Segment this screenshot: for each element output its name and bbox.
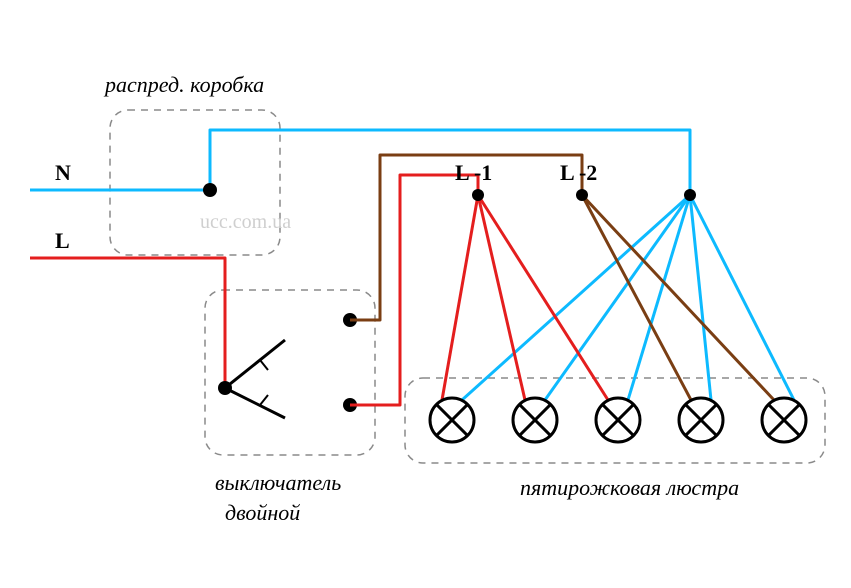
switch-tick-2 [260, 395, 268, 405]
l-label: L [55, 228, 70, 253]
wire-l-to-switch [178, 258, 225, 388]
wiring-diagram: ucc.com.ua распред. коробка N L L -1 L -2 выкл… [0, 0, 851, 588]
l2-node-dot [576, 189, 588, 201]
switch-throw-2 [225, 388, 285, 418]
switch-caption-1: выключатель [215, 470, 341, 495]
chandelier-caption: пятирожковая люстра [520, 475, 739, 500]
watermark: ucc.com.ua [200, 211, 291, 233]
switch-caption-2: двойной [225, 500, 300, 525]
l2-label: L -2 [560, 160, 597, 185]
switch-throw-1 [225, 340, 285, 388]
neutral-junction-dot [203, 183, 217, 197]
l1-node-dot [472, 189, 484, 201]
wire-neutral-lamp-1 [545, 195, 690, 400]
junction-box-label: распред. коробка [103, 72, 264, 97]
wire-l1-lamp-0 [442, 195, 478, 400]
wire-neutral-main [210, 130, 690, 195]
switch-tick-1 [260, 360, 268, 370]
wire-switch-to-l1 [350, 175, 478, 405]
wire-neutral-lamp-4 [690, 195, 794, 400]
wire-neutral-lamp-3 [690, 195, 711, 400]
l1-label: L -1 [455, 160, 492, 185]
n-label: N [55, 160, 71, 185]
wire-l1-lamp-1 [478, 195, 525, 400]
wire-l2-lamp-1 [582, 195, 774, 400]
neutral-fanout-dot [684, 189, 696, 201]
junction-box [110, 110, 280, 255]
